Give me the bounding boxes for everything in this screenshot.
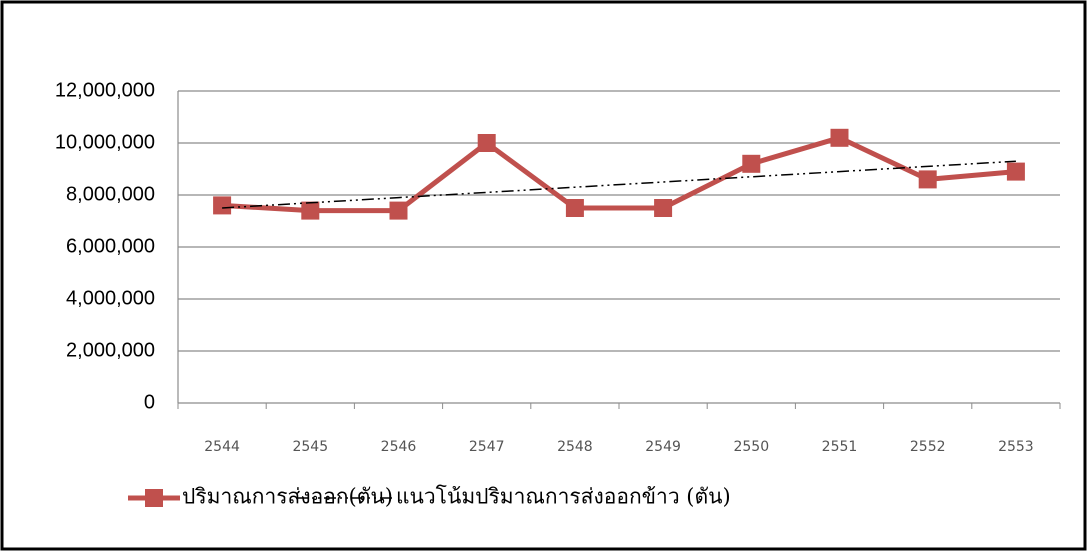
x-tick-label: 2552: [910, 439, 946, 455]
series-marker: [301, 201, 320, 220]
x-tick-label: 2545: [292, 439, 328, 455]
series-line: [221, 135, 1017, 214]
y-tick-label: 12,000,000: [55, 79, 155, 101]
x-tick-label: 2553: [998, 439, 1034, 455]
x-tick-label: 2546: [381, 439, 417, 455]
y-tick-label: 2,000,000: [66, 339, 155, 361]
legend-label: ปริมาณการส่งออก(ตัน): [182, 485, 393, 509]
x-tick-label: 2547: [469, 439, 505, 455]
y-tick-label: 8,000,000: [66, 183, 155, 205]
y-tick-label: 6,000,000: [66, 235, 155, 257]
y-tick-label: 0: [144, 391, 155, 413]
x-tick-label: 2551: [822, 439, 858, 455]
x-tick-label: 2549: [645, 439, 681, 455]
y-tick-label: 4,000,000: [66, 287, 155, 309]
legend-swatch: [145, 489, 163, 507]
series-marker: [742, 154, 761, 173]
y-tick-label: 10,000,000: [55, 131, 155, 153]
series-marker: [565, 199, 584, 217]
series-marker: [918, 170, 937, 189]
x-tick-label: 2544: [204, 439, 240, 455]
legend-label: แนวโน้มปริมาณการส่งออกข้าว (ตัน): [396, 485, 731, 509]
series-marker: [830, 128, 849, 147]
series-marker: [477, 134, 496, 152]
series-marker: [654, 199, 673, 217]
series-marker: [389, 201, 408, 220]
x-tick-label: 2550: [733, 439, 769, 455]
series-marker: [1006, 162, 1025, 181]
trend-line: [222, 160, 1016, 209]
series-marker: [213, 196, 232, 215]
x-tick-label: 2548: [557, 439, 593, 455]
